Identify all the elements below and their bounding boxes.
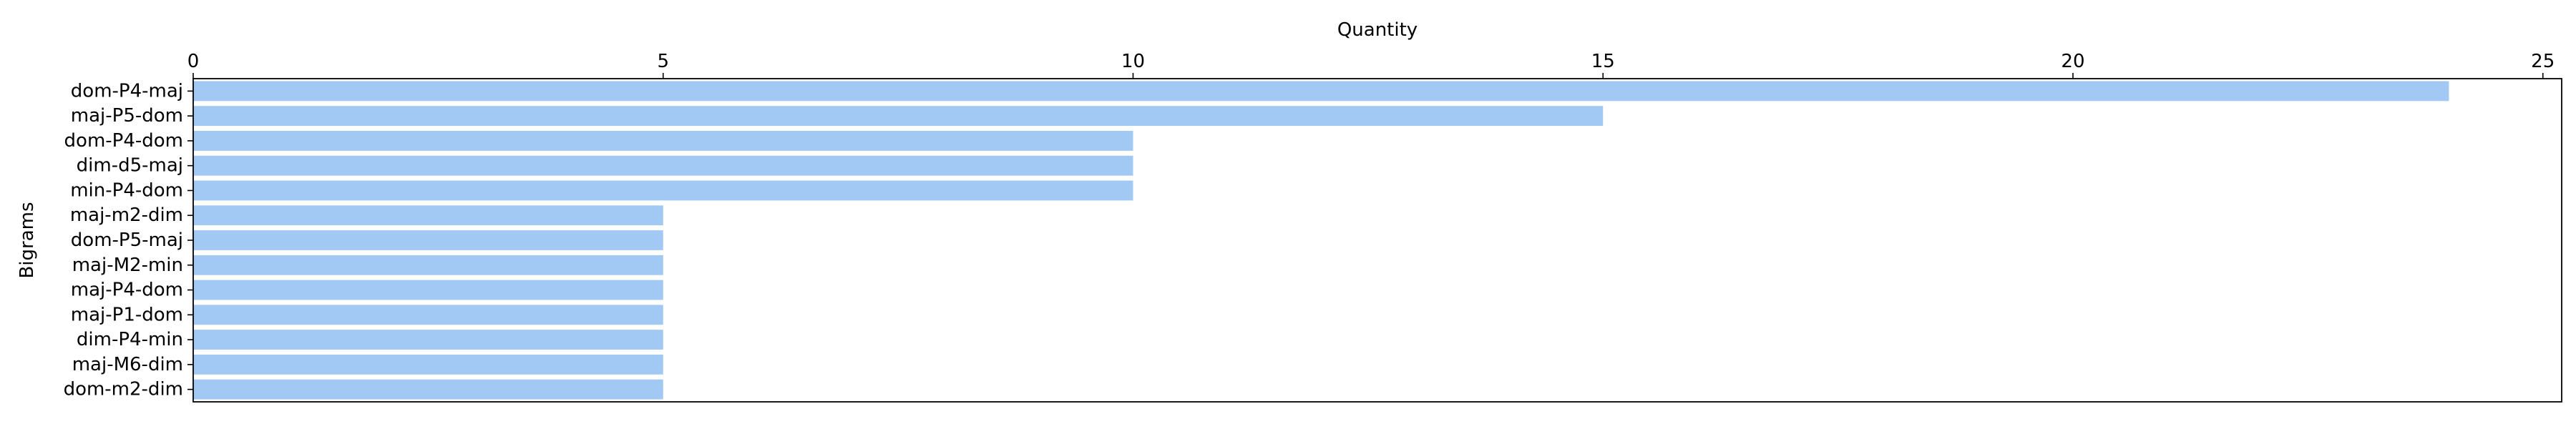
y-axis-title: Bigrams (16, 202, 38, 278)
y-tick-label: maj-M2-min (72, 255, 183, 276)
bar-maj-M2-min (193, 255, 663, 275)
bar-dom-P5-maj (193, 230, 663, 250)
bar-dom-P4-maj (193, 81, 2449, 102)
y-tick-label: dom-P4-maj (71, 80, 183, 102)
y-tick-label: dim-d5-maj (77, 155, 183, 177)
y-tick-label: dom-m2-dim (64, 379, 183, 400)
axes-layer: dom-P4-maj maj-P5-dom dom-P4-dom dim-d5-maj… (64, 51, 2562, 403)
y-tick-label: maj-M6-dim (72, 354, 183, 375)
x-tick-label: 0 (187, 51, 200, 72)
y-tick-label: min-P4-dom (70, 179, 183, 201)
bar-dom-P4-dom (193, 131, 1133, 151)
y-tick-label: dom-P5-maj (71, 230, 183, 251)
x-tick-label: 25 (2531, 51, 2555, 72)
x-tick-label: 5 (657, 51, 669, 72)
x-tick-label: 15 (1591, 51, 1615, 72)
bar-dim-d5-maj (193, 155, 1133, 176)
y-tick-label: dom-P4-dom (64, 130, 183, 152)
bar-min-P4-dom (193, 180, 1133, 201)
x-tick-label: 20 (2061, 51, 2084, 72)
y-tick-label: maj-P1-dom (71, 304, 183, 325)
plot-frame (192, 78, 2562, 403)
x-axis-title: Quantity (1337, 19, 1418, 41)
bar-maj-P1-dom (193, 305, 663, 325)
bar-dom-m2-dim (193, 379, 663, 400)
bars-layer (193, 81, 2449, 400)
y-tick-label: maj-P5-dom (71, 105, 183, 127)
y-tick-label: maj-P4-dom (71, 280, 183, 301)
bar-maj-M6-dim (193, 354, 663, 375)
bar-maj-P5-dom (193, 106, 1604, 127)
bar-dim-P4-min (193, 330, 663, 350)
bar-maj-P4-dom (193, 280, 663, 300)
bar-maj-m2-dim (193, 205, 663, 226)
y-tick-label: maj-m2-dim (70, 204, 183, 226)
x-tick-label: 10 (1121, 51, 1145, 72)
y-tick-label: dim-P4-min (77, 329, 183, 350)
